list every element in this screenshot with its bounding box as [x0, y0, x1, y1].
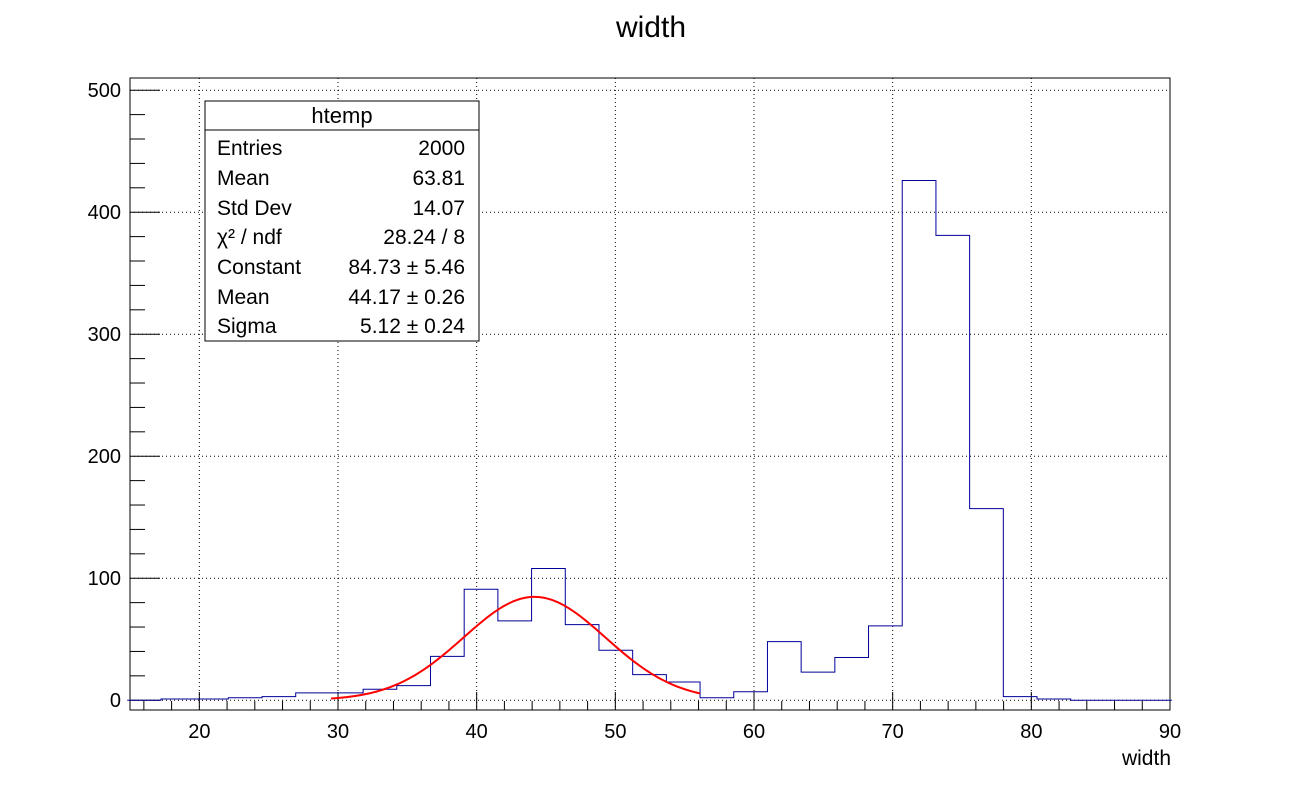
- histogram-bin: [700, 698, 734, 700]
- y-tick-label: 100: [88, 568, 121, 590]
- stats-row-label: Entries: [217, 137, 282, 160]
- histogram-bin: [532, 568, 566, 700]
- histogram-bin: [565, 625, 599, 701]
- stats-row-label: Constant: [217, 256, 301, 279]
- y-tick-label: 500: [88, 80, 121, 102]
- histogram-bin: [195, 699, 229, 700]
- grid-lines: [130, 78, 1170, 710]
- histogram-bin: [801, 672, 835, 700]
- stats-row-value: 28.24 / 8: [383, 226, 465, 249]
- histogram-bin: [767, 642, 801, 701]
- stats-row-label: Std Dev: [217, 197, 292, 220]
- histogram-bin: [902, 180, 936, 700]
- histogram-bin: [397, 686, 431, 701]
- histogram-bin: [228, 698, 262, 700]
- stats-row-value: 5.12 ± 0.24: [360, 315, 465, 338]
- histogram-bin: [464, 589, 498, 700]
- histogram-outline: [127, 179, 1172, 701]
- plot-frame: [129, 77, 1171, 711]
- histogram-bin: [498, 621, 532, 700]
- histogram-bin: [296, 693, 330, 700]
- x-tick-label: 50: [604, 721, 626, 743]
- y-tick-label: 0: [110, 690, 121, 712]
- x-tick-label: 90: [1159, 721, 1181, 743]
- x-axis-title: width: [1121, 747, 1171, 770]
- histogram-bin: [161, 699, 195, 700]
- stats-row-label: Sigma: [217, 315, 277, 338]
- histogram-bin: [970, 509, 1004, 701]
- stats-row-value: 84.73 ± 5.46: [348, 256, 465, 279]
- histogram-bin: [734, 692, 768, 701]
- stats-box: htemp Entries 2000 Mean 63.81 Std Dev 14…: [204, 100, 480, 342]
- stats-row-label: Mean: [217, 286, 270, 309]
- histogram-bin: [430, 656, 464, 700]
- histogram-bin: [869, 626, 903, 700]
- gaussian-fit-curve: [330, 595, 701, 700]
- data-layer: [127, 179, 1172, 701]
- x-tick-label: 80: [1020, 721, 1042, 743]
- histogram-bin: [835, 658, 869, 701]
- stats-row-value: 44.17 ± 0.26: [348, 286, 465, 309]
- histogram-bin: [1037, 699, 1071, 700]
- histogram-bin: [1003, 697, 1037, 701]
- stats-row-value: 14.07: [412, 197, 465, 220]
- histogram-bin: [936, 235, 970, 700]
- histogram-bin: [262, 697, 296, 701]
- stats-row-value: 63.81: [412, 167, 465, 190]
- y-tick-label: 300: [88, 324, 121, 346]
- x-tick-label: 70: [882, 721, 904, 743]
- stats-row-label: χ² / ndf: [217, 226, 282, 249]
- stats-row-value: 2000: [418, 137, 465, 160]
- x-tick-label: 20: [188, 721, 210, 743]
- x-tick-label: 60: [743, 721, 765, 743]
- y-tick-label: 400: [88, 202, 121, 224]
- stats-box-title: htemp: [311, 103, 372, 128]
- chart-title: width: [615, 11, 686, 44]
- x-tick-label: 40: [466, 721, 488, 743]
- stats-row-label: Mean: [217, 167, 270, 190]
- x-tick-label: 30: [327, 721, 349, 743]
- y-tick-label: 200: [88, 446, 121, 468]
- stats-box-frame: [204, 100, 480, 342]
- axes: 20 30 40 50 60 70 80 90 0 100 200 300 400 500: [88, 77, 1181, 743]
